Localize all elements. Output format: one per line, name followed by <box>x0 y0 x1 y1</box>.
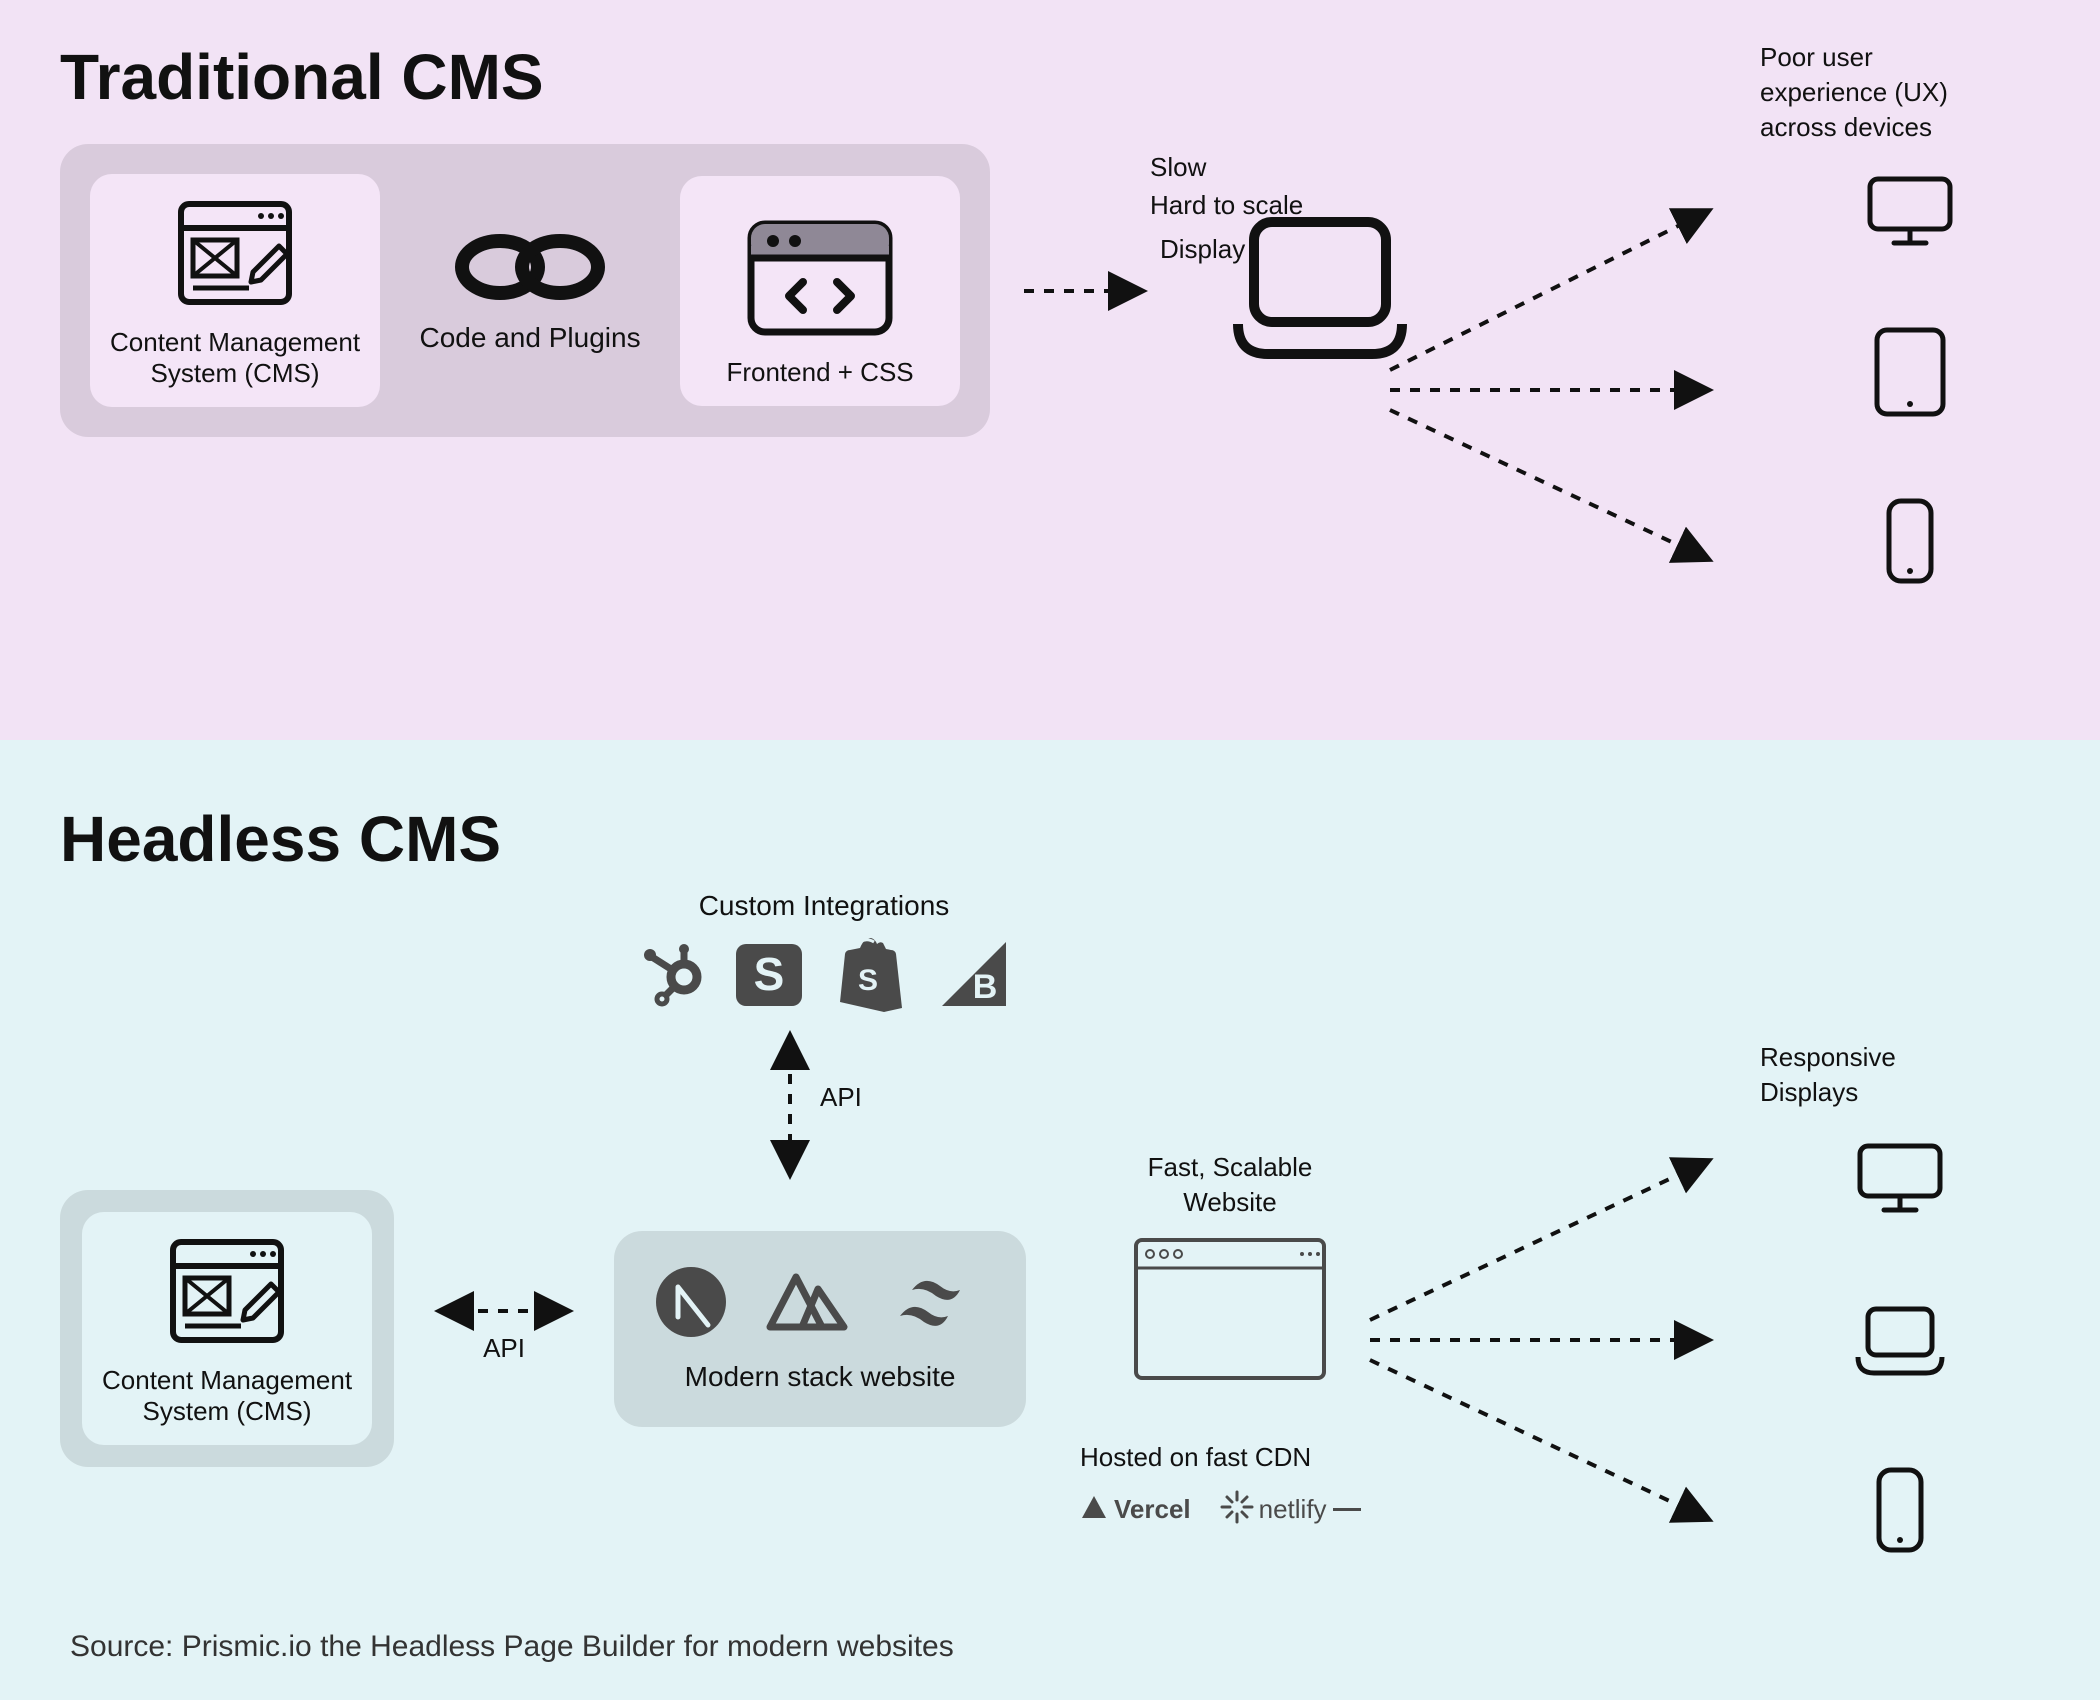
netlify-label: netlify <box>1259 1492 1327 1527</box>
svg-text:B: B <box>973 968 998 1006</box>
stripe-icon: S <box>734 940 804 1010</box>
frontend-card: Frontend + CSS <box>680 176 960 406</box>
monitor-icon <box>1864 173 1956 254</box>
integrations-block: Custom Integrations S S <box>640 890 1008 1014</box>
arrow-bidir-icon <box>424 1291 584 1331</box>
code-plugins-label: Code and Plugins <box>420 322 641 354</box>
traditional-group: Content Management System (CMS) Code and… <box>60 144 990 437</box>
hubspot-icon <box>640 943 704 1007</box>
api-horizontal-label: API <box>483 1331 525 1366</box>
api-vertical-label: API <box>820 1080 862 1115</box>
modern-stack-label: Modern stack website <box>685 1361 956 1393</box>
cms-label: Content Management System (CMS) <box>110 327 360 389</box>
website-label: Fast, Scalable Website <box>1148 1150 1313 1220</box>
hardscale-label: Hard to scale <box>1150 188 1303 223</box>
headless-cms-card: Content Management System (CMS) <box>82 1212 372 1445</box>
integrations-label: Custom Integrations <box>699 890 950 922</box>
diverging-arrows-bottom <box>1360 1120 1760 1560</box>
tailwind-icon <box>890 1272 986 1332</box>
headless-cms-label: Content Management System (CMS) <box>102 1365 352 1427</box>
shopify-icon: S <box>834 936 908 1014</box>
bigcommerce-icon: B <box>938 940 1008 1010</box>
svg-text:S: S <box>858 964 878 997</box>
headless-cms-panel: Headless CMS Custom Integrations S S <box>0 740 2100 1700</box>
traditional-title: Traditional CMS <box>60 40 2040 114</box>
cms-editor-icon <box>175 198 295 313</box>
traditional-cms-panel: Traditional CMS C <box>0 0 2100 740</box>
diverging-arrows <box>1380 180 1760 600</box>
nextjs-icon <box>654 1265 728 1339</box>
cms-editor-icon <box>167 1236 287 1351</box>
frontend-label: Frontend + CSS <box>726 357 913 388</box>
netlify-icon <box>1219 1489 1255 1530</box>
nuxt-icon <box>764 1267 854 1337</box>
headless-cms-group: Content Management System (CMS) <box>60 1190 394 1467</box>
cms-card: Content Management System (CMS) <box>90 174 380 407</box>
phone-icon <box>1873 1464 1927 1561</box>
svg-text:S: S <box>754 948 785 1000</box>
vercel-icon <box>1080 1494 1108 1525</box>
chain-link-icon <box>450 227 610 312</box>
phone-icon <box>1883 495 1937 592</box>
modern-stack-group: Modern stack website <box>614 1231 1026 1427</box>
poor-ux-label: Poor user experience (UX) across devices <box>1760 40 2060 145</box>
browser-window-icon <box>1130 1234 1330 1389</box>
slow-label: Slow <box>1150 150 1206 185</box>
responsive-label: Responsive Displays <box>1760 1040 2040 1110</box>
vercel-label: Vercel <box>1114 1492 1191 1527</box>
cdn-block: Hosted on fast CDN Vercel netlify <box>1080 1440 1361 1530</box>
arrow-vertical-icon <box>770 1020 810 1190</box>
headless-title: Headless CMS <box>60 802 2040 876</box>
monitor-icon <box>1854 1140 1946 1221</box>
source-text: Source: Prismic.io the Headless Page Bui… <box>70 1630 954 1664</box>
browser-code-icon <box>745 218 895 343</box>
display-label: Display <box>1160 232 1245 267</box>
cdn-label: Hosted on fast CDN <box>1080 1440 1361 1475</box>
website-block: Fast, Scalable Website <box>1080 1150 1380 1389</box>
laptop-small-icon <box>1850 1301 1950 1384</box>
tablet-icon <box>1871 324 1949 425</box>
arrow-right-icon <box>1020 271 1160 311</box>
